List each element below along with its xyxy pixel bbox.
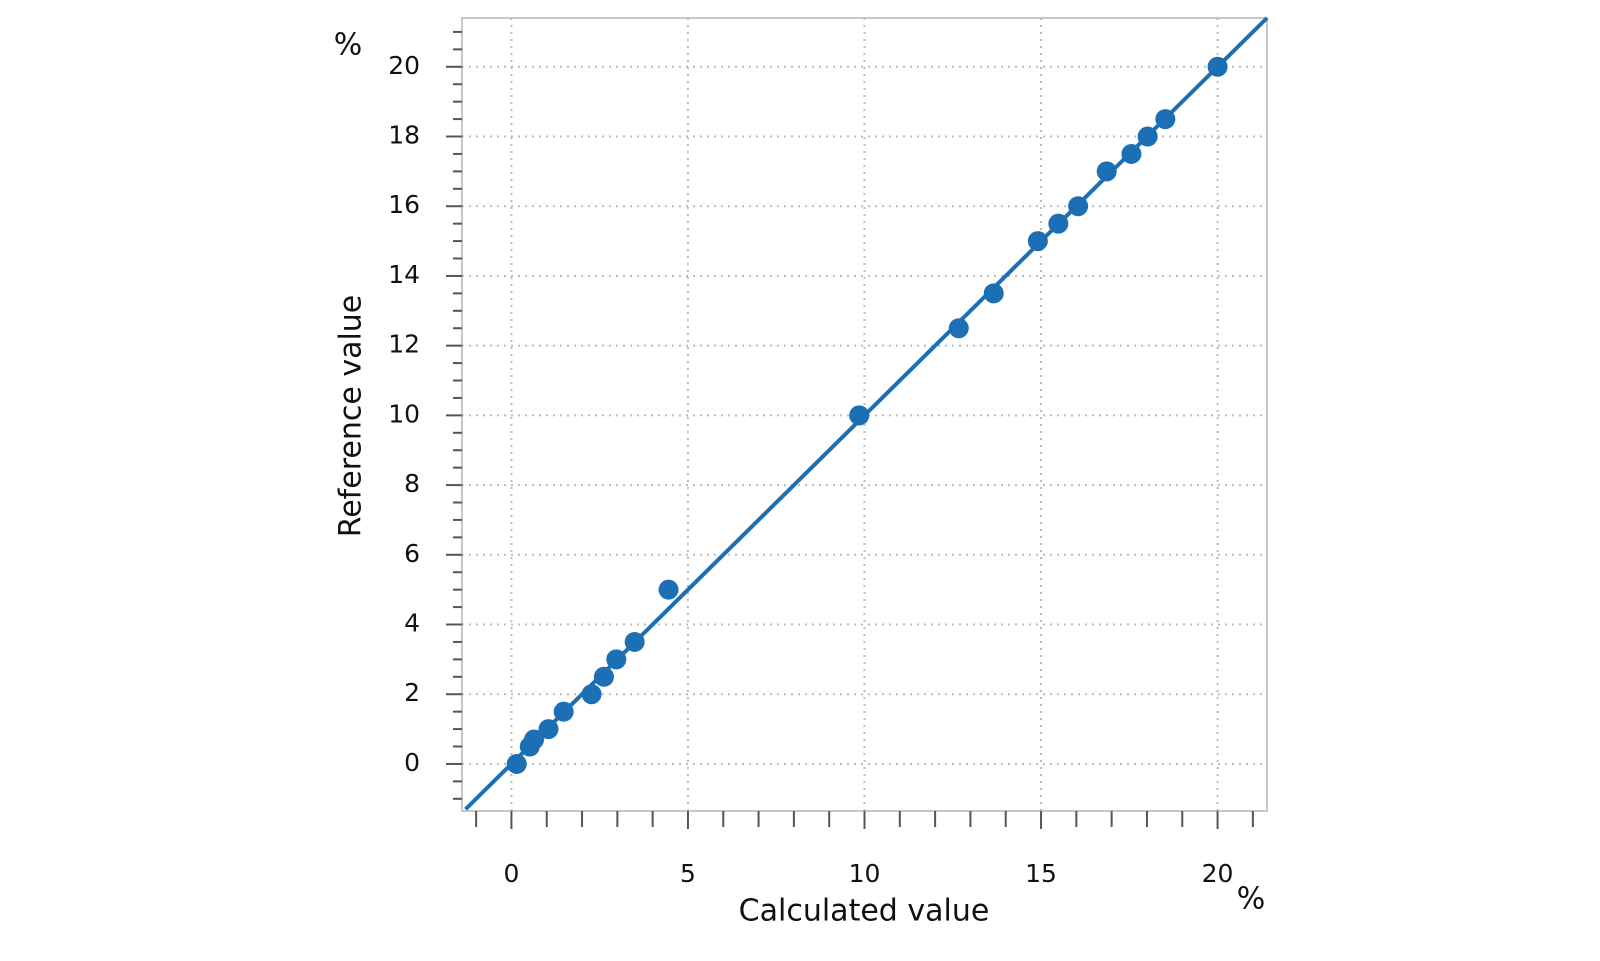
x-tick-label: 0 bbox=[503, 859, 519, 888]
y-tick-label: 8 bbox=[404, 469, 420, 498]
y-tick-label: 0 bbox=[404, 748, 420, 777]
data-point bbox=[624, 631, 645, 652]
y-tick-label: 14 bbox=[388, 260, 420, 289]
y-axis-title: Reference value bbox=[334, 295, 369, 538]
data-point bbox=[506, 753, 527, 774]
data-point bbox=[1027, 231, 1048, 252]
y-unit: % bbox=[334, 28, 363, 63]
data-point bbox=[1048, 213, 1069, 234]
data-point bbox=[658, 579, 679, 600]
x-tick-label: 15 bbox=[1025, 859, 1057, 888]
x-tick-label: 5 bbox=[680, 859, 696, 888]
data-point bbox=[1137, 126, 1158, 147]
x-tick-label: 10 bbox=[849, 859, 881, 888]
data-point bbox=[553, 701, 574, 722]
x-axis-title: Calculated value bbox=[739, 894, 990, 929]
x-tick-label: 20 bbox=[1202, 859, 1234, 888]
y-tick-label: 18 bbox=[388, 121, 420, 150]
data-point bbox=[948, 318, 969, 339]
y-tick-label: 6 bbox=[404, 539, 420, 568]
y-tick-label: 20 bbox=[388, 51, 420, 80]
data-point bbox=[524, 729, 545, 750]
data-point bbox=[538, 719, 559, 740]
data-point bbox=[593, 666, 614, 687]
data-point bbox=[849, 405, 870, 426]
data-point bbox=[1096, 161, 1117, 182]
x-unit: % bbox=[1237, 882, 1266, 917]
data-point bbox=[983, 283, 1004, 304]
data-point bbox=[1068, 196, 1089, 217]
data-point bbox=[606, 649, 627, 670]
y-tick-label: 16 bbox=[388, 190, 420, 219]
data-point bbox=[581, 684, 602, 705]
data-point bbox=[1155, 109, 1176, 130]
data-point bbox=[1207, 56, 1228, 77]
y-tick-label: 4 bbox=[404, 609, 420, 638]
y-tick-label: 10 bbox=[388, 399, 420, 428]
y-tick-label: 2 bbox=[404, 678, 420, 707]
data-point bbox=[1121, 143, 1142, 164]
y-tick-label: 12 bbox=[388, 330, 420, 359]
